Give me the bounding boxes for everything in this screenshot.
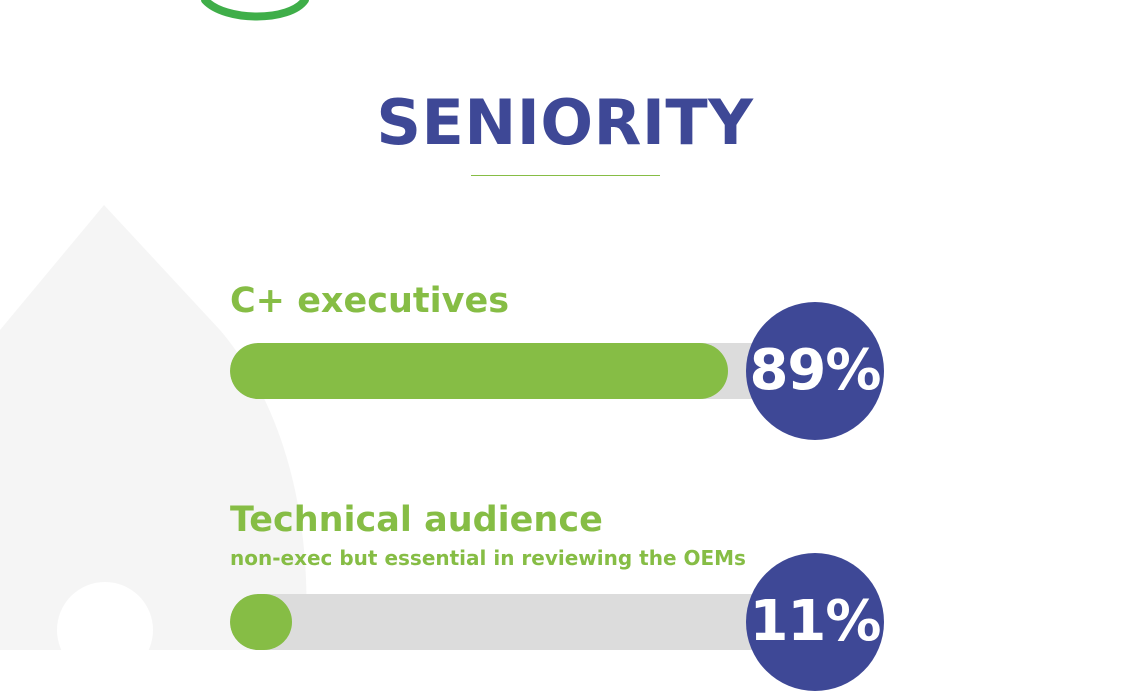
progress-fill (230, 343, 728, 399)
progress-fill (230, 594, 292, 650)
percent-badge: 89% (746, 302, 884, 440)
logo-arc-icon (201, 0, 309, 21)
background-decoration (0, 0, 309, 650)
page-title: SENIORITY (376, 86, 754, 159)
metric-label: Technical audience (230, 500, 603, 540)
metric-c-executives: C+ executives 89% (0, 0, 1130, 440)
progress-track (230, 343, 790, 399)
metric-label: C+ executives (230, 281, 510, 321)
percent-badge: 11% (746, 553, 884, 691)
background-drop-shape (0, 205, 307, 650)
title-underline (471, 175, 660, 176)
progress-track (230, 594, 790, 650)
metric-subtitle: non-exec but essential in reviewing the … (230, 546, 746, 570)
background-circle-shape (57, 582, 153, 650)
